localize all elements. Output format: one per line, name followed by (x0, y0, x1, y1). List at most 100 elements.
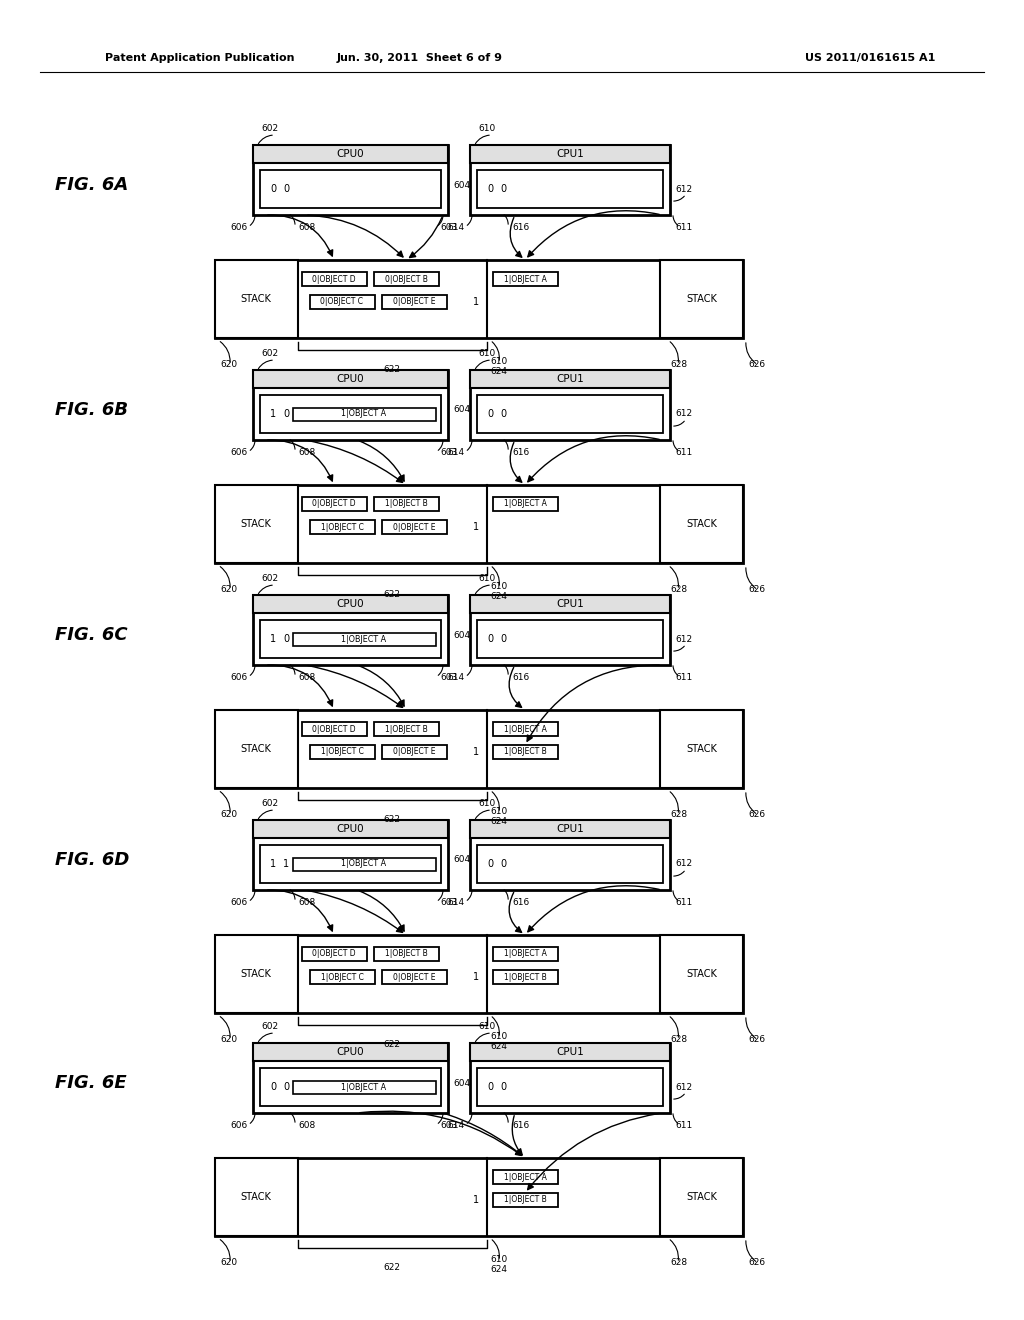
Bar (470, 145, 670, 162)
Bar (215, 1158, 298, 1236)
Bar (660, 710, 743, 788)
Text: 1: 1 (270, 409, 276, 418)
Text: 608: 608 (298, 1121, 315, 1130)
Text: 602: 602 (261, 1022, 279, 1031)
Text: 626: 626 (748, 360, 765, 370)
Bar (374, 272, 439, 286)
Text: 612: 612 (675, 1082, 692, 1092)
Bar (477, 620, 663, 657)
Text: 616: 616 (512, 898, 529, 907)
Text: 602: 602 (261, 574, 279, 583)
Bar (302, 272, 367, 286)
Bar (470, 595, 670, 665)
Text: 622: 622 (384, 1040, 400, 1049)
Bar (470, 820, 670, 890)
Bar (253, 820, 449, 838)
Bar (215, 260, 298, 338)
Bar (302, 722, 367, 737)
Bar (660, 484, 743, 564)
Text: 606: 606 (230, 223, 248, 232)
Text: 1|OBJECT B: 1|OBJECT B (504, 973, 547, 982)
Bar (493, 744, 558, 759)
Text: 1|OBJECT A: 1|OBJECT A (341, 1082, 387, 1092)
Bar (253, 1043, 449, 1061)
Text: 606: 606 (230, 673, 248, 682)
Text: 604: 604 (453, 1078, 470, 1088)
Bar (493, 272, 558, 286)
Text: 620: 620 (220, 585, 238, 594)
Text: 610: 610 (478, 124, 496, 133)
Bar (253, 145, 449, 162)
Text: 0: 0 (270, 1082, 276, 1092)
Text: FIG. 6D: FIG. 6D (55, 851, 129, 869)
Text: 1: 1 (270, 859, 276, 869)
Text: 602: 602 (261, 348, 279, 358)
Text: 616: 616 (512, 447, 529, 457)
Bar (660, 935, 743, 1012)
Text: 610: 610 (490, 1032, 507, 1041)
Text: 1|OBJECT B: 1|OBJECT B (385, 725, 427, 734)
Bar (302, 498, 367, 511)
Text: 624: 624 (490, 1041, 507, 1051)
Text: CPU0: CPU0 (336, 149, 364, 158)
Text: 1|OBJECT A: 1|OBJECT A (504, 499, 547, 508)
Bar (215, 935, 743, 1012)
Text: FIG. 6B: FIG. 6B (55, 401, 128, 418)
Text: 0: 0 (487, 1082, 494, 1092)
Text: 1|OBJECT B: 1|OBJECT B (385, 499, 427, 508)
Text: 626: 626 (748, 1035, 765, 1044)
Text: 606: 606 (230, 447, 248, 457)
Bar (215, 484, 743, 564)
Text: 611: 611 (675, 223, 692, 232)
Text: 628: 628 (670, 360, 687, 370)
Bar (310, 744, 375, 759)
Text: 1|OBJECT A: 1|OBJECT A (504, 1172, 547, 1181)
Bar (253, 145, 449, 215)
Text: 611: 611 (675, 1121, 692, 1130)
Bar (253, 1043, 449, 1113)
Text: 603: 603 (440, 447, 458, 457)
Text: STACK: STACK (241, 969, 271, 979)
Bar (260, 845, 441, 883)
Text: STACK: STACK (686, 744, 718, 754)
Text: STACK: STACK (241, 1192, 271, 1203)
Text: 611: 611 (675, 447, 692, 457)
Text: 622: 622 (384, 366, 400, 374)
Text: 624: 624 (490, 367, 507, 376)
Text: 0: 0 (283, 409, 289, 418)
Text: 624: 624 (490, 1265, 507, 1274)
Text: CPU1: CPU1 (556, 599, 584, 609)
Text: 1: 1 (473, 1195, 479, 1205)
Bar (215, 935, 298, 1012)
Text: 624: 624 (490, 591, 507, 601)
Bar (293, 408, 436, 421)
Text: 620: 620 (220, 810, 238, 818)
Text: STACK: STACK (241, 744, 271, 754)
Text: 0: 0 (500, 409, 506, 418)
Text: 612: 612 (675, 859, 692, 869)
Bar (477, 170, 663, 209)
Bar (302, 946, 367, 961)
Text: 1: 1 (473, 521, 479, 532)
Text: 0|OBJECT E: 0|OBJECT E (393, 523, 435, 532)
Text: 610: 610 (478, 1022, 496, 1031)
Text: CPU1: CPU1 (556, 374, 584, 384)
Text: 614: 614 (447, 1121, 465, 1130)
Text: 604: 604 (453, 855, 470, 865)
Text: 1|OBJECT A: 1|OBJECT A (504, 949, 547, 958)
Text: Patent Application Publication: Patent Application Publication (105, 53, 295, 63)
Text: 626: 626 (748, 810, 765, 818)
Text: 0: 0 (487, 183, 494, 194)
Bar (660, 1158, 743, 1236)
Text: 620: 620 (220, 360, 238, 370)
Bar (215, 710, 298, 788)
Bar (382, 520, 447, 535)
Text: 608: 608 (298, 223, 315, 232)
Bar (215, 260, 743, 338)
Bar (293, 1081, 436, 1094)
Text: FIG. 6C: FIG. 6C (55, 626, 128, 644)
Text: 614: 614 (447, 447, 465, 457)
Text: 610: 610 (490, 807, 507, 816)
Text: 626: 626 (748, 1258, 765, 1267)
Text: 1|OBJECT A: 1|OBJECT A (341, 859, 387, 869)
